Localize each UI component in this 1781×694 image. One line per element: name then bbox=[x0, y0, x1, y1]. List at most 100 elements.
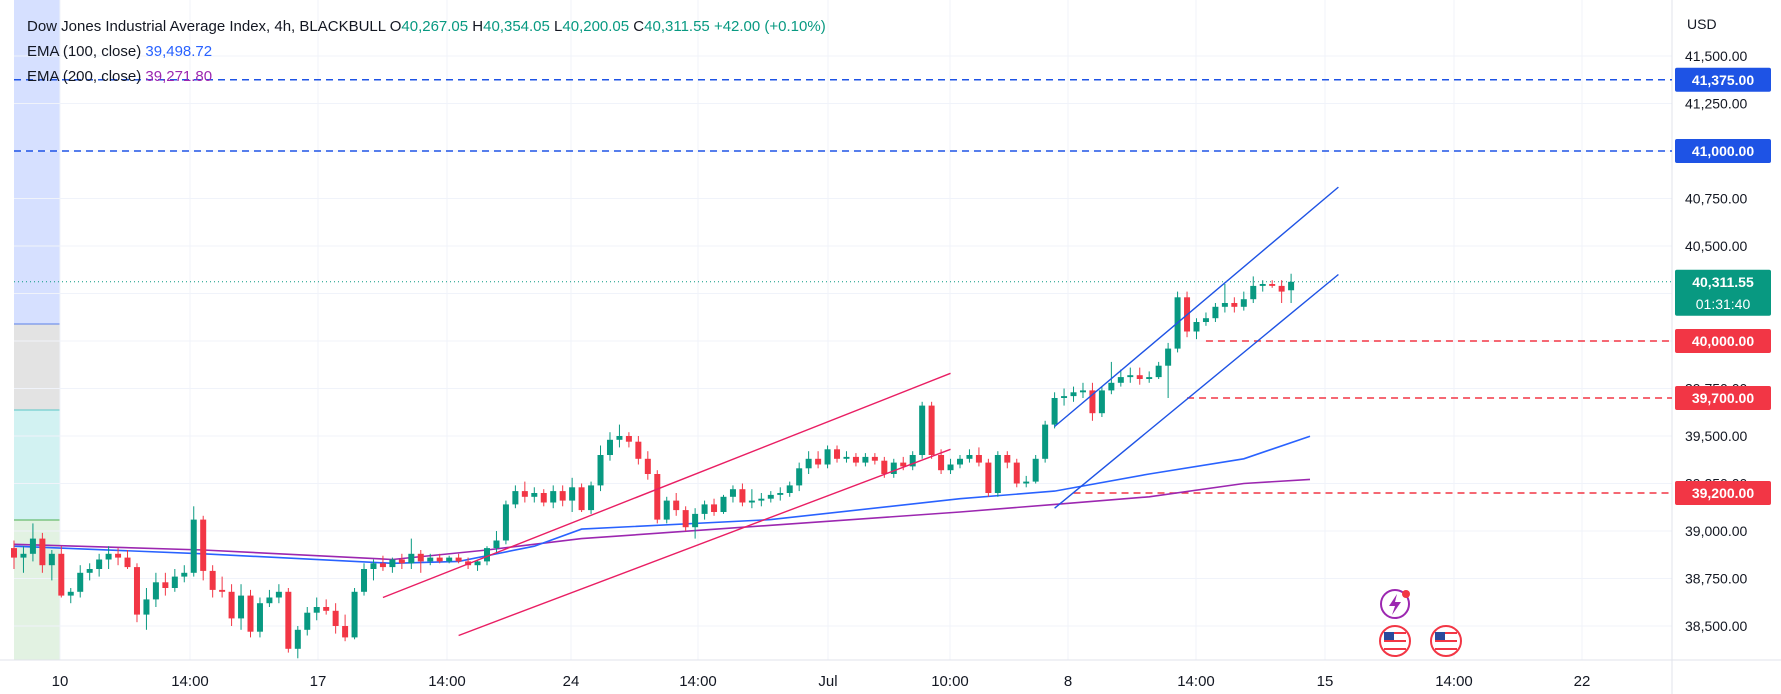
candle bbox=[294, 626, 301, 659]
level-price-tag bbox=[1675, 481, 1771, 505]
candle bbox=[124, 550, 131, 569]
candle bbox=[238, 584, 245, 630]
candle bbox=[521, 481, 528, 503]
candle-body bbox=[1240, 299, 1247, 307]
candle bbox=[1212, 303, 1219, 322]
candle-body bbox=[947, 464, 954, 471]
candle-body bbox=[96, 559, 103, 569]
candle bbox=[351, 588, 358, 640]
currency-button[interactable]: USD bbox=[1687, 16, 1717, 32]
y-tick-label: 41,500.00 bbox=[1685, 48, 1747, 64]
candle bbox=[900, 456, 907, 471]
candle bbox=[777, 487, 784, 501]
candle-body bbox=[1193, 322, 1200, 332]
candle-body bbox=[578, 487, 585, 511]
candle-body bbox=[635, 441, 642, 459]
candle bbox=[1089, 382, 1096, 421]
candle-body bbox=[729, 489, 736, 497]
level-price-label: 41,375.00 bbox=[1692, 72, 1754, 88]
candle-body bbox=[502, 504, 509, 541]
candle-body bbox=[701, 504, 708, 514]
candle bbox=[143, 588, 150, 630]
candle bbox=[559, 485, 566, 507]
candle bbox=[966, 449, 973, 463]
candle bbox=[786, 481, 793, 497]
candle bbox=[20, 546, 27, 573]
candle-body bbox=[616, 436, 623, 440]
candle-body bbox=[512, 491, 519, 505]
candle-body bbox=[20, 553, 27, 558]
candle-body bbox=[748, 500, 755, 503]
candle-body bbox=[843, 456, 850, 459]
candle-body bbox=[966, 455, 973, 459]
candle-body bbox=[559, 491, 566, 501]
candle-body bbox=[692, 513, 699, 528]
candle bbox=[862, 453, 869, 467]
candle bbox=[408, 538, 415, 569]
candle bbox=[228, 584, 235, 626]
candle bbox=[663, 496, 670, 524]
candle-body bbox=[77, 572, 84, 592]
chart-legend: Dow Jones Industrial Average Index, 4h, … bbox=[27, 14, 826, 89]
candle bbox=[1117, 369, 1124, 387]
ohlc-close: 40,311.55 bbox=[644, 18, 710, 35]
candle-body bbox=[654, 474, 661, 520]
candle-body bbox=[493, 540, 500, 549]
candle bbox=[1250, 276, 1257, 303]
candle bbox=[162, 572, 169, 596]
candle-body bbox=[162, 582, 169, 588]
candle-body bbox=[39, 538, 46, 566]
x-tick-label: 24 bbox=[563, 673, 580, 690]
candle bbox=[957, 455, 963, 469]
x-tick-label: 22 bbox=[1574, 673, 1591, 690]
candle bbox=[540, 489, 547, 507]
legend-ema100-row[interactable]: EMA (100, close) 39,498.72 bbox=[27, 39, 826, 64]
candle-body bbox=[1042, 424, 1049, 459]
candle-body bbox=[682, 510, 689, 528]
candle-body bbox=[152, 582, 159, 600]
legend-instrument-row: Dow Jones Industrial Average Index, 4h, … bbox=[27, 14, 826, 39]
candle-body bbox=[1259, 284, 1266, 286]
candle bbox=[824, 445, 831, 469]
candle bbox=[389, 557, 396, 573]
candle-body bbox=[1051, 398, 1058, 425]
candle bbox=[654, 470, 661, 524]
candle bbox=[1193, 318, 1200, 340]
lightning-event-icon bbox=[1380, 589, 1410, 619]
candle-body bbox=[200, 519, 207, 571]
candle-body bbox=[361, 569, 368, 592]
candle bbox=[417, 550, 424, 573]
us-flag-event-icon bbox=[1379, 625, 1411, 657]
candle bbox=[266, 589, 273, 607]
candle-body bbox=[1032, 458, 1039, 482]
candle-body bbox=[625, 436, 632, 442]
ohlc-high: 40,354.05 bbox=[483, 18, 550, 35]
candle-body bbox=[777, 493, 784, 495]
candle-body bbox=[351, 591, 358, 638]
candle bbox=[1259, 280, 1266, 292]
candle bbox=[588, 481, 595, 514]
candle-body bbox=[957, 458, 963, 465]
ema100-line bbox=[13, 435, 1311, 565]
candle-body bbox=[133, 567, 140, 615]
candle-body bbox=[417, 553, 424, 562]
candle bbox=[455, 553, 462, 564]
candle bbox=[1269, 280, 1276, 288]
candle-body bbox=[67, 591, 74, 596]
candle-body bbox=[521, 491, 528, 497]
ohlc-close-label: C bbox=[633, 18, 645, 35]
candle-body bbox=[1278, 285, 1285, 292]
candle bbox=[606, 432, 613, 461]
candle-body bbox=[805, 458, 812, 469]
x-tick-label: 10:00 bbox=[931, 673, 969, 690]
candle bbox=[67, 588, 74, 604]
candle-body bbox=[181, 572, 188, 577]
candle bbox=[1032, 455, 1039, 484]
legend-ema200-row[interactable]: EMA (200, close) 39,271.80 bbox=[27, 64, 826, 89]
candle-body bbox=[105, 553, 112, 560]
level-price-label: 40,000.00 bbox=[1692, 333, 1754, 349]
candle-body bbox=[266, 597, 273, 604]
ohlc-open: 40,267.05 bbox=[401, 18, 469, 35]
candle bbox=[550, 485, 557, 509]
